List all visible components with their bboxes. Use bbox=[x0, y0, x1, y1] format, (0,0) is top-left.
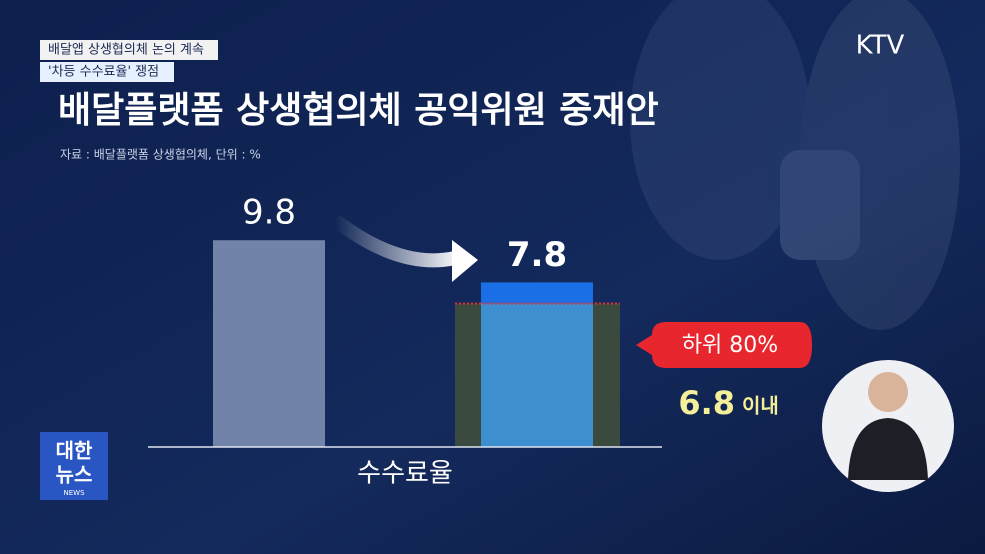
interpreter-body bbox=[848, 418, 928, 480]
arrow bbox=[330, 214, 457, 268]
tag: 배달앱 상생협의체 논의 계속 bbox=[48, 43, 204, 58]
bar bbox=[213, 240, 325, 447]
value-label: 7.8 bbox=[507, 235, 567, 275]
tag-box bbox=[40, 62, 174, 82]
threshold-value: 6.8 bbox=[678, 384, 735, 422]
logo-box bbox=[40, 432, 108, 500]
arrow-head bbox=[452, 240, 478, 282]
x-axis-label: 수수료율 bbox=[357, 459, 453, 489]
backdrop-figures bbox=[630, 0, 960, 330]
interpreter-head bbox=[868, 372, 908, 412]
callout-label: 하위 80% bbox=[682, 333, 778, 358]
logo-text: NEWS bbox=[63, 489, 85, 497]
logo-text: 대한 bbox=[56, 439, 93, 463]
chart-title: 배달플랫폼 상생협의체 공익위원 중재안 bbox=[58, 90, 659, 131]
value-label: 9.8 bbox=[242, 193, 296, 233]
channel-logo: KTV bbox=[856, 31, 905, 61]
logo-text: 뉴스 bbox=[56, 463, 93, 487]
tag: '차등 수수료율' 쟁점 bbox=[48, 65, 159, 80]
tag-box bbox=[40, 40, 218, 60]
callout-bubble bbox=[636, 322, 812, 368]
threshold-segment bbox=[481, 303, 593, 447]
source: 자료 : 배달플랫폼 상생협의체, 단위 : % bbox=[60, 148, 261, 162]
threshold-suffix: 이내 bbox=[742, 394, 779, 418]
